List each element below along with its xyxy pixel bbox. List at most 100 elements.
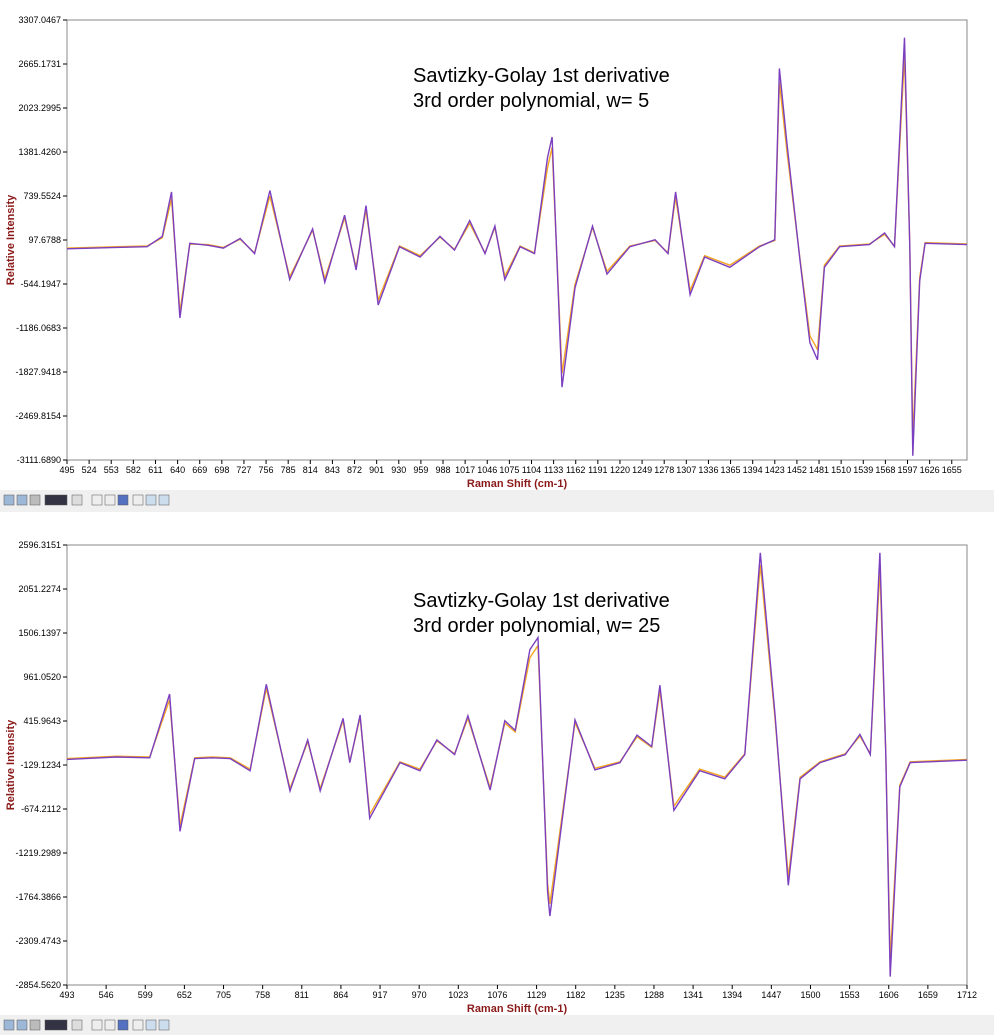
x-tick-label: 1510 [831, 465, 851, 475]
x-tick-label: 652 [177, 990, 192, 1000]
tool-button[interactable] [158, 494, 170, 506]
x-tick-label: 1568 [875, 465, 895, 475]
annotation: Savtizky-Golay 1st derivative [413, 65, 670, 87]
tool-button[interactable] [158, 1019, 170, 1031]
y-axis-title: Relative Intensity [5, 719, 17, 810]
y-tick-label: 415.9643 [23, 716, 61, 726]
x-tick-label: 811 [295, 990, 309, 1000]
tool-button[interactable] [117, 1019, 129, 1031]
x-tick-label: 1278 [654, 465, 674, 475]
tool-button[interactable] [104, 494, 116, 506]
x-tick-label: 1133 [544, 465, 563, 475]
x-tick-label: 495 [59, 465, 74, 475]
x-tick-label: 843 [325, 465, 340, 475]
x-tick-label: 640 [170, 465, 185, 475]
x-tick-label: 493 [59, 990, 74, 1000]
spectrum-line [66, 37, 968, 456]
tool-button[interactable] [29, 1019, 41, 1031]
tool-button[interactable] [132, 1019, 144, 1031]
tool-button[interactable] [104, 1019, 116, 1031]
x-tick-label: 1423 [765, 465, 785, 475]
y-tick-label: -2309.4743 [15, 936, 61, 946]
annotation: Savtizky-Golay 1st derivative [413, 590, 670, 612]
x-tick-label: 1481 [809, 465, 829, 475]
x-tick-label: 553 [104, 465, 119, 475]
toolbar [0, 490, 994, 512]
tool-button[interactable] [132, 494, 144, 506]
x-tick-label: 756 [259, 465, 274, 475]
annotation: 3rd order polynomial, w= 25 [413, 615, 660, 637]
y-tick-label: -2854.5620 [15, 980, 61, 990]
x-tick-label: 1394 [743, 465, 763, 475]
tool-button[interactable] [29, 494, 41, 506]
x-tick-label: 1626 [920, 465, 940, 475]
x-tick-label: 727 [236, 465, 251, 475]
x-tick-label: 1655 [942, 465, 962, 475]
plot-area [66, 19, 968, 461]
x-tick-label: 1341 [683, 990, 703, 1000]
tool-button[interactable] [91, 1019, 103, 1031]
x-tick-label: 970 [412, 990, 427, 1000]
x-tick-label: 1447 [761, 990, 781, 1000]
x-tick-label: 1162 [566, 465, 585, 475]
tool-button[interactable] [44, 1019, 68, 1031]
x-tick-label: 1712 [957, 990, 977, 1000]
x-tick-label: 669 [192, 465, 207, 475]
x-tick-label: 599 [138, 990, 153, 1000]
y-axis-title: Relative Intensity [5, 194, 17, 285]
toolbar-bg [0, 490, 994, 512]
x-tick-label: 1104 [522, 465, 541, 475]
tool-button[interactable] [117, 494, 129, 506]
tool-button[interactable] [3, 1019, 15, 1031]
x-tick-label: 1076 [487, 990, 507, 1000]
tool-button[interactable] [145, 1019, 157, 1031]
x-tick-label: 872 [347, 465, 362, 475]
x-tick-label: 582 [126, 465, 141, 475]
x-tick-label: 546 [99, 990, 114, 1000]
x-tick-label: 1394 [722, 990, 742, 1000]
x-tick-label: 1129 [527, 990, 546, 1000]
y-tick-label: -544.1947 [20, 279, 61, 289]
tool-button[interactable] [16, 1019, 28, 1031]
tool-button[interactable] [71, 494, 83, 506]
x-tick-label: 1365 [721, 465, 741, 475]
x-tick-label: 1539 [853, 465, 873, 475]
tool-button[interactable] [145, 494, 157, 506]
y-tick-label: 97.6788 [28, 235, 61, 245]
x-tick-label: 917 [373, 990, 388, 1000]
spectrum-line [66, 552, 968, 977]
x-tick-label: 698 [214, 465, 229, 475]
toolbar-bg [0, 1015, 994, 1035]
x-tick-label: 785 [281, 465, 296, 475]
x-tick-label: 1191 [588, 465, 607, 475]
tool-button[interactable] [44, 494, 68, 506]
y-tick-label: -129.1234 [20, 760, 61, 770]
x-tick-label: 1017 [455, 465, 475, 475]
x-tick-label: 1220 [610, 465, 630, 475]
x-tick-label: 758 [255, 990, 270, 1000]
x-tick-label: 988 [436, 465, 451, 475]
x-axis-title: Raman Shift (cm-1) [467, 1003, 568, 1015]
x-tick-label: 930 [391, 465, 406, 475]
y-tick-label: 1381.4260 [18, 147, 61, 157]
tool-button[interactable] [71, 1019, 83, 1031]
y-tick-label: 961.0520 [23, 672, 61, 682]
tool-button[interactable] [3, 494, 15, 506]
y-tick-label: -1219.2989 [15, 848, 61, 858]
x-tick-label: 1500 [800, 990, 820, 1000]
tool-button[interactable] [91, 494, 103, 506]
x-tick-label: 1288 [644, 990, 664, 1000]
y-tick-label: 3307.0467 [18, 15, 61, 25]
tool-button[interactable] [16, 494, 28, 506]
y-tick-label: 2665.1731 [18, 59, 61, 69]
x-tick-label: 814 [303, 465, 318, 475]
y-tick-label: 2596.3151 [18, 540, 61, 550]
x-tick-label: 1307 [676, 465, 696, 475]
x-tick-label: 705 [216, 990, 231, 1000]
x-tick-label: 901 [369, 465, 384, 475]
x-axis-title: Raman Shift (cm-1) [467, 478, 568, 490]
x-tick-label: 1553 [840, 990, 860, 1000]
y-tick-label: -1186.0683 [16, 323, 61, 333]
